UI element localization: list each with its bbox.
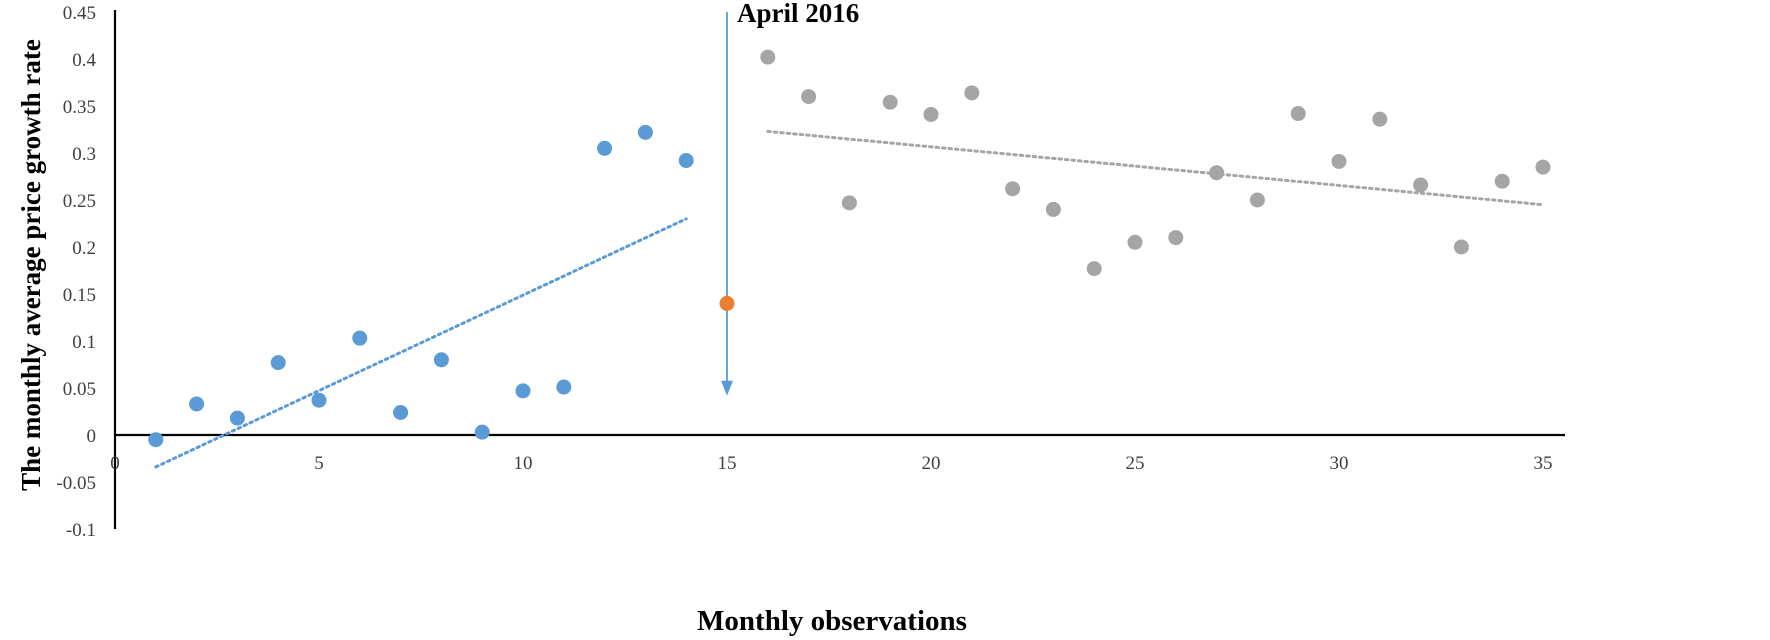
y-tick-label: 0.4	[72, 50, 96, 71]
data-point-s3	[1494, 173, 1510, 189]
data-point-s1	[637, 124, 653, 140]
x-tick-label: 15	[718, 453, 737, 474]
data-point-s3	[964, 85, 980, 101]
y-tick-label: 0.25	[63, 191, 96, 212]
data-point-s3	[841, 195, 857, 211]
y-tick-label: 0.1	[72, 332, 96, 353]
x-tick-label: 5	[314, 453, 324, 474]
data-point-s1	[678, 153, 694, 169]
y-tick-label: 0.2	[72, 238, 96, 259]
data-points	[148, 49, 1551, 448]
data-point-s3	[1535, 159, 1551, 175]
data-point-s1	[515, 383, 531, 399]
data-point-s3	[1372, 111, 1388, 127]
data-point-s3	[1086, 261, 1102, 277]
x-tick-label: 25	[1126, 453, 1145, 474]
data-point-s1	[189, 396, 205, 412]
x-tick-label: 20	[922, 453, 941, 474]
data-point-s3	[1453, 239, 1469, 255]
y-axis-title: The monthly average price growth rate	[16, 39, 46, 491]
y-tick-label: -0.1	[66, 520, 96, 541]
y-tick-label: 0.45	[63, 3, 96, 24]
trendline-1	[154, 217, 688, 469]
data-point-s3	[760, 49, 776, 65]
y-tick-label: 0	[87, 426, 97, 447]
data-point-s3	[1413, 177, 1429, 193]
data-point-s3	[1168, 230, 1184, 246]
data-point-s1	[229, 410, 245, 426]
x-tick-label: 10	[514, 453, 533, 474]
data-point-s3	[923, 106, 939, 122]
x-tick-label: 35	[1534, 453, 1553, 474]
data-point-s3	[1290, 106, 1306, 122]
data-point-s1	[148, 432, 164, 448]
x-tick-label: 30	[1330, 453, 1349, 474]
data-point-s3	[882, 94, 898, 110]
trendline-2	[766, 129, 1545, 207]
data-point-s1	[270, 355, 286, 371]
data-point-s3	[1331, 153, 1347, 169]
data-point-s3	[1127, 234, 1143, 250]
april-2016-arrowhead	[721, 380, 733, 396]
data-point-s1	[393, 404, 409, 420]
data-point-s1	[433, 352, 449, 368]
data-point-s1	[474, 424, 490, 440]
data-point-s3	[801, 89, 817, 105]
data-point-s3	[1045, 201, 1061, 217]
data-point-s1	[311, 392, 327, 408]
axes	[113, 10, 1565, 529]
data-point-s2	[719, 295, 735, 311]
data-point-s3	[1249, 192, 1265, 208]
y-tick-label: 0.15	[63, 285, 96, 306]
y-tick-label: 0.35	[63, 97, 96, 118]
data-point-s1	[556, 379, 572, 395]
x-tick-label: 0	[110, 453, 120, 474]
tick-labels: -0.1 -0.05 0 0.05 0.1 0.15 0.2 0.25 0.3 0.35 0.4 0.…	[56, 3, 1552, 541]
data-point-s1	[597, 140, 613, 156]
data-point-s3	[1209, 165, 1225, 181]
y-tick-label: 0.05	[63, 379, 96, 400]
annotation-group: April 2016	[721, 0, 859, 396]
x-axis-title: Monthly observations	[697, 605, 967, 637]
y-tick-label: 0.3	[72, 144, 96, 165]
data-point-s1	[352, 330, 368, 346]
april-2016-label: April 2016	[737, 0, 859, 28]
y-tick-label: -0.05	[56, 473, 96, 494]
data-point-s3	[1005, 181, 1021, 197]
trendlines	[154, 129, 1545, 469]
